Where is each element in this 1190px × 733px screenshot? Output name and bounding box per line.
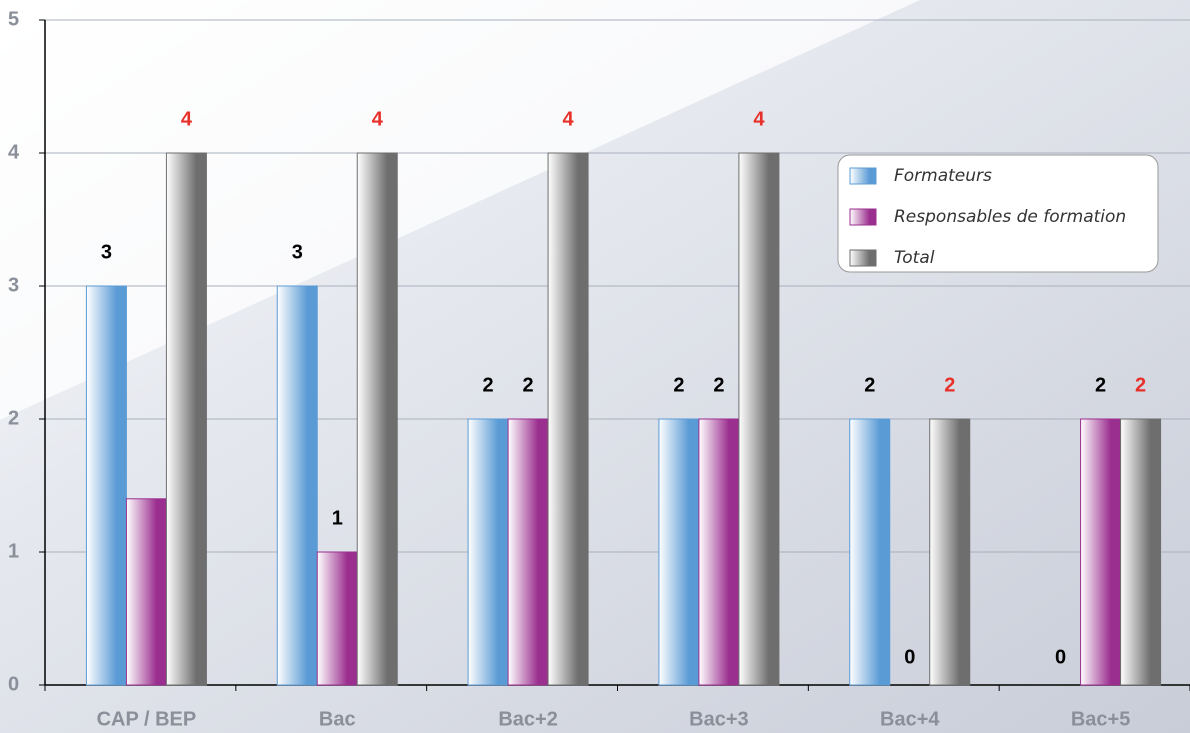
bar: [277, 286, 317, 685]
legend-swatch: [850, 168, 876, 184]
bar: [699, 419, 739, 685]
x-tick-label: Bac+5: [1071, 708, 1131, 730]
legend-label: Formateurs: [894, 166, 992, 186]
bar: [357, 153, 397, 685]
value-label: 4: [753, 108, 765, 130]
bar: [548, 153, 588, 685]
value-label: 2: [864, 374, 875, 396]
bar: [126, 499, 166, 685]
value-label: 2: [944, 374, 955, 396]
x-tick-label: CAP / BEP: [97, 708, 197, 730]
chart: Formateurs Responsables de formation Total…: [0, 0, 1190, 733]
value-label: 4: [181, 108, 193, 130]
value-label: 1: [332, 507, 343, 529]
y-tick-label: 2: [8, 407, 19, 429]
legend-swatch: [850, 250, 876, 266]
x-tick-label: Bac+2: [498, 708, 558, 730]
value-label: 2: [523, 374, 534, 396]
value-label: 2: [483, 374, 494, 396]
bar: [1121, 419, 1161, 685]
y-tick-label: 1: [8, 540, 19, 562]
value-label: 2: [1095, 374, 1106, 396]
value-label: 2: [673, 374, 684, 396]
y-tick-label: 4: [8, 141, 20, 163]
value-label: 0: [904, 646, 915, 668]
legend-label: Total: [894, 248, 935, 268]
value-label: 4: [372, 108, 384, 130]
legend-label: Responsables de formation: [894, 207, 1126, 227]
value-label: 0: [1055, 646, 1066, 668]
bar: [850, 419, 890, 685]
bar: [1081, 419, 1121, 685]
x-tick-label: Bac: [319, 708, 356, 730]
value-label: 3: [101, 241, 112, 263]
legend: Formateurs Responsables de formation Total: [838, 155, 1158, 272]
bar: [317, 552, 357, 685]
bar: [166, 153, 206, 685]
bar: [739, 153, 779, 685]
value-label: 4: [563, 108, 575, 130]
value-label: 2: [1135, 374, 1146, 396]
y-tick-label: 5: [8, 8, 19, 30]
x-tick-label: Bac+4: [880, 708, 940, 730]
bar: [468, 419, 508, 685]
value-label: 2: [713, 374, 724, 396]
y-tick-label: 0: [8, 673, 19, 695]
bar: [659, 419, 699, 685]
legend-swatch: [850, 209, 876, 225]
value-label: 3: [292, 241, 303, 263]
y-tick-label: 3: [8, 274, 19, 296]
bar: [930, 419, 970, 685]
bar: [86, 286, 126, 685]
bar: [508, 419, 548, 685]
x-tick-label: Bac+3: [689, 708, 749, 730]
